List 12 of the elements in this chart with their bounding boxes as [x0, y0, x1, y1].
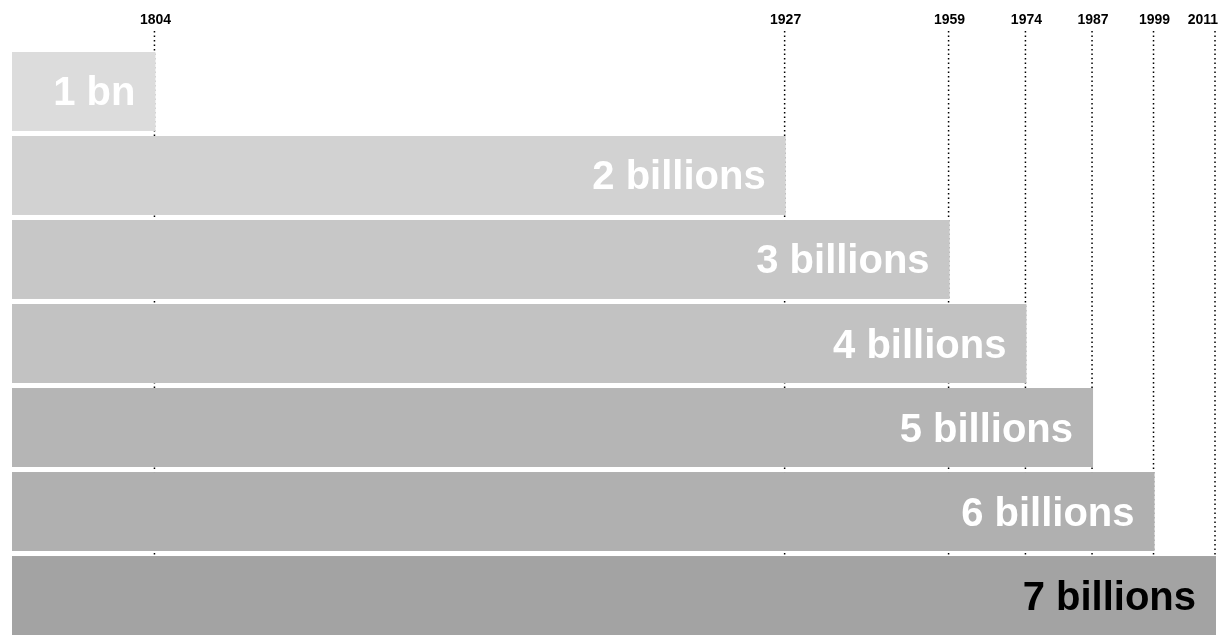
- y-tick-label: 4 billions: [833, 321, 1007, 366]
- y-tick-label: 6 billions: [961, 489, 1135, 534]
- x-tick-label: 1959: [934, 11, 966, 27]
- y-tick-label: 7 billions: [1022, 573, 1196, 618]
- x-tick-label: 1999: [1138, 11, 1171, 27]
- x-tick-label: 1974: [1010, 11, 1043, 27]
- y-tick-label: 3 billions: [756, 237, 930, 282]
- x-tick-label: 1804: [139, 11, 172, 27]
- x-tick-label: 2011: [1187, 11, 1219, 27]
- x-tick-label: 1927: [770, 11, 802, 27]
- y-tick-label: 5 billions: [899, 405, 1074, 450]
- x-tick-label: 1987: [1077, 11, 1109, 27]
